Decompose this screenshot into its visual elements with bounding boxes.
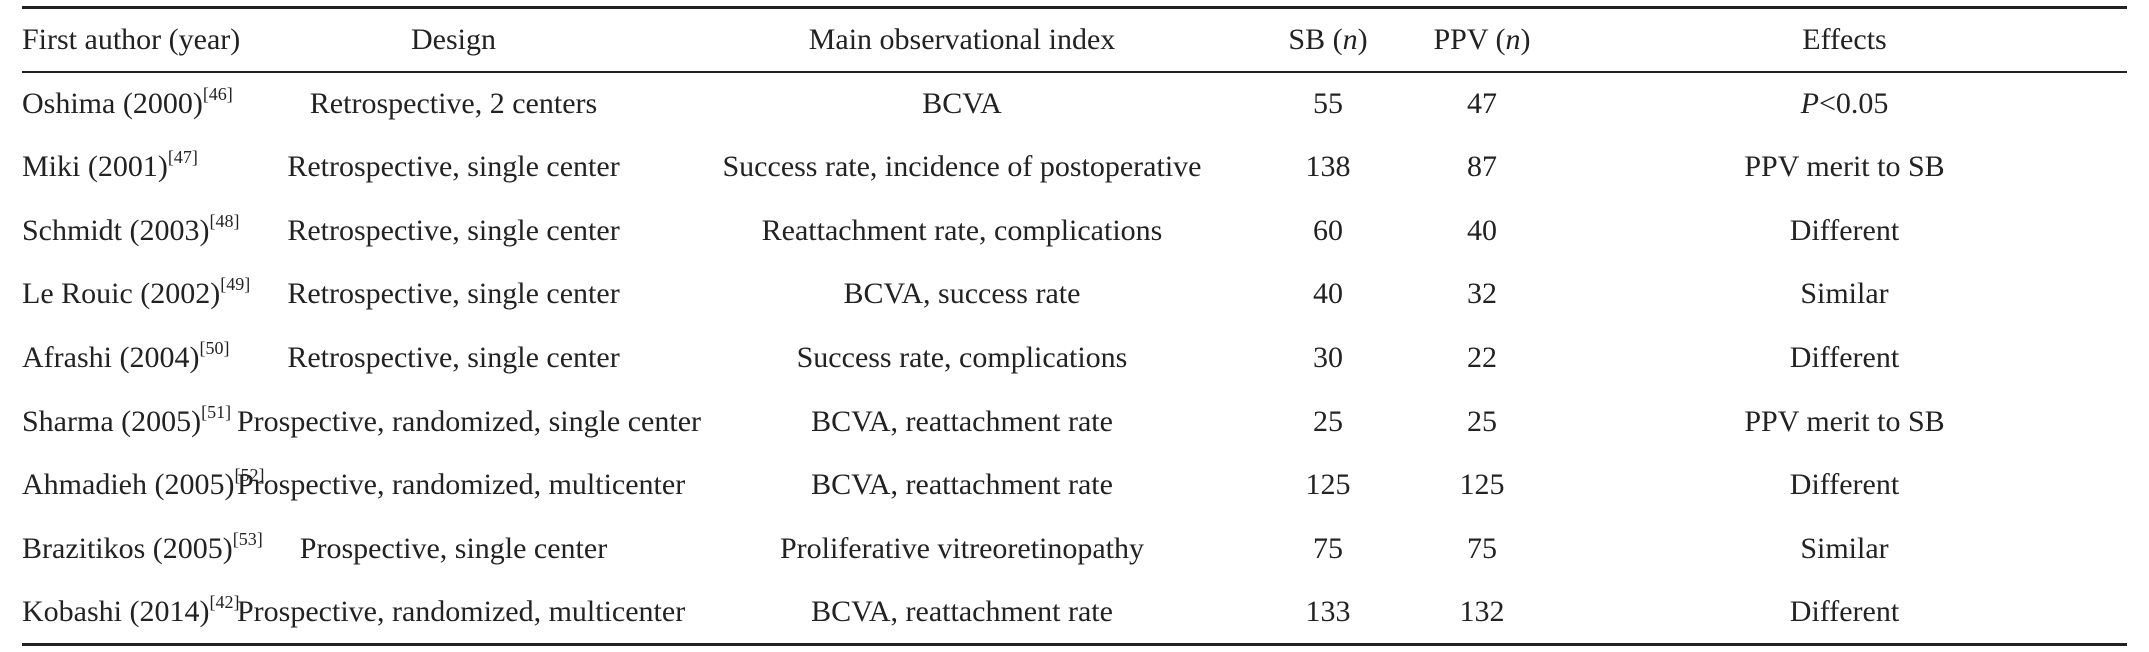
cell-index: Proliferative vitreoretinopathy xyxy=(779,532,1145,566)
cell-ppv: 125 xyxy=(1459,468,1505,502)
cell-sb: 133 xyxy=(1254,581,1402,647)
cell-sb: 30 xyxy=(1313,341,1343,375)
cell-design: Retrospective, single center xyxy=(287,277,620,311)
cell-effects: Different xyxy=(1789,341,1900,375)
cell-effects: Similar xyxy=(1800,532,1889,566)
cell-sb: 60 xyxy=(1313,213,1343,247)
table-row: Sharma (2005)[51] Prospective, randomize… xyxy=(22,390,2127,454)
header-effects: Effects xyxy=(1562,6,2127,73)
table-header-row: First author (year) Design Main observat… xyxy=(22,6,2127,73)
cell-design: Prospective, randomized, multicenter xyxy=(237,581,685,647)
cell-ppv: 25 xyxy=(1467,404,1497,438)
table-row: Kobashi (2014)[42] Prospective, randomiz… xyxy=(22,581,2127,647)
cell-author: Oshima (2000)[46] xyxy=(22,72,237,136)
header-ppv: PPV (n) xyxy=(1402,6,1562,73)
cell-index: BCVA xyxy=(922,86,1002,120)
cell-effects: Similar xyxy=(1800,277,1889,311)
cell-sb: 55 xyxy=(1313,86,1343,120)
cell-author: Sharma (2005)[51] xyxy=(22,390,237,454)
cell-author: Ahmadieh (2005)[52] xyxy=(22,454,264,518)
cell-ppv: 40 xyxy=(1467,213,1497,247)
reference-number: [51] xyxy=(201,401,232,422)
reference-number: [42] xyxy=(209,592,240,613)
cell-author: Afrashi (2004)[50] xyxy=(22,326,237,390)
cell-effects: P<0.05 xyxy=(1562,72,2127,136)
cell-sb: 138 xyxy=(1305,150,1351,184)
cell-author: Miki (2001)[47] xyxy=(22,135,237,199)
header-sb-n: n xyxy=(1342,22,1358,56)
cell-sb: 125 xyxy=(1305,468,1351,502)
comparison-table: First author (year) Design Main observat… xyxy=(22,6,2127,647)
cell-index: Success rate, complications xyxy=(796,341,1128,375)
effects-text: <0.05 xyxy=(1818,86,1889,120)
cell-effects: Different xyxy=(1789,213,1900,247)
cell-author: Schmidt (2003)[48] xyxy=(22,199,240,263)
cell-ppv: 75 xyxy=(1467,532,1497,566)
header-author: First author (year) xyxy=(22,6,240,73)
author-name: Oshima (2000) xyxy=(22,86,203,120)
reference-number: [50] xyxy=(199,338,230,359)
table-row: Afrashi (2004)[50] Retrospective, single… xyxy=(22,326,2127,390)
table-row: Brazitikos (2005)[53] Prospective, singl… xyxy=(22,517,2127,581)
header-ppv-n: n xyxy=(1505,22,1521,56)
author-name: Ahmadieh (2005) xyxy=(22,468,235,502)
cell-sb: 75 xyxy=(1313,532,1343,566)
author-name: Sharma (2005) xyxy=(22,404,202,438)
header-sb-label: SB ( xyxy=(1288,22,1343,56)
cell-index: BCVA, success rate xyxy=(843,277,1081,311)
cell-design: Retrospective, single center xyxy=(287,150,620,184)
cell-index: BCVA, reattachment rate xyxy=(811,468,1113,502)
cell-effects: Different xyxy=(1789,468,1900,502)
cell-design: Retrospective, 2 centers xyxy=(309,86,598,120)
cell-ppv: 22 xyxy=(1467,341,1497,375)
cell-index: BCVA, reattachment rate xyxy=(670,581,1254,647)
author-name: Kobashi (2014) xyxy=(22,595,210,629)
header-ppv-close: ) xyxy=(1520,22,1531,56)
cell-author: Le Rouic (2002)[49] xyxy=(22,263,250,327)
table-row: Oshima (2000)[46] Retrospective, 2 cente… xyxy=(22,72,2127,136)
cell-index: BCVA, reattachment rate xyxy=(811,404,1113,438)
reference-number: [49] xyxy=(220,274,251,295)
cell-index: Reattachment rate, complications xyxy=(761,213,1163,247)
cell-effects: PPV merit to SB xyxy=(1744,150,1945,184)
cell-index: Success rate, incidence of postoperative xyxy=(722,150,1202,184)
comparison-table-container: First author (year) Design Main observat… xyxy=(22,6,2127,647)
cell-sb: 25 xyxy=(1313,404,1343,438)
cell-design: Retrospective, single center xyxy=(287,213,620,247)
table-row: Le Rouic (2002)[49] Retrospective, singl… xyxy=(22,263,2127,327)
header-ppv-label: PPV ( xyxy=(1433,22,1506,56)
cell-effects: Different xyxy=(1562,581,2127,647)
table-row: Miki (2001)[47] Retrospective, single ce… xyxy=(22,135,2127,199)
cell-ppv: 87 xyxy=(1467,150,1497,184)
cell-effects: PPV merit to SB xyxy=(1744,404,1945,438)
reference-number: [46] xyxy=(202,83,233,104)
cell-design: Prospective, single center xyxy=(299,532,608,566)
header-design: Design xyxy=(237,6,670,73)
header-sb-close: ) xyxy=(1357,22,1368,56)
cell-design: Retrospective, single center xyxy=(287,341,620,375)
cell-ppv: 132 xyxy=(1402,581,1562,647)
cell-design: Prospective, randomized, single center xyxy=(237,404,702,438)
cell-sb: 40 xyxy=(1313,277,1343,311)
cell-ppv: 32 xyxy=(1467,277,1497,311)
reference-number: [52] xyxy=(234,465,265,486)
cell-author: Brazitikos (2005)[53] xyxy=(22,517,263,581)
author-name: Le Rouic (2002) xyxy=(22,277,221,311)
header-sb: SB (n) xyxy=(1254,6,1402,73)
author-name: Schmidt (2003) xyxy=(22,213,210,247)
cell-design: Prospective, randomized, multicenter xyxy=(237,468,686,502)
table-row: Schmidt (2003)[48] Retrospective, single… xyxy=(22,199,2127,263)
author-name: Brazitikos (2005) xyxy=(22,532,233,566)
table-row: Ahmadieh (2005)[52] Prospective, randomi… xyxy=(22,454,2127,518)
author-name: Miki (2001) xyxy=(22,150,168,184)
reference-number: [47] xyxy=(167,147,198,168)
reference-number: [53] xyxy=(232,529,263,550)
cell-author: Kobashi (2014)[42] xyxy=(22,581,240,647)
author-name: Afrashi (2004) xyxy=(22,341,200,375)
effects-p-symbol: P xyxy=(1800,86,1819,120)
reference-number: [48] xyxy=(209,210,240,231)
header-index: Main observational index xyxy=(670,6,1254,73)
cell-ppv: 47 xyxy=(1467,86,1497,120)
